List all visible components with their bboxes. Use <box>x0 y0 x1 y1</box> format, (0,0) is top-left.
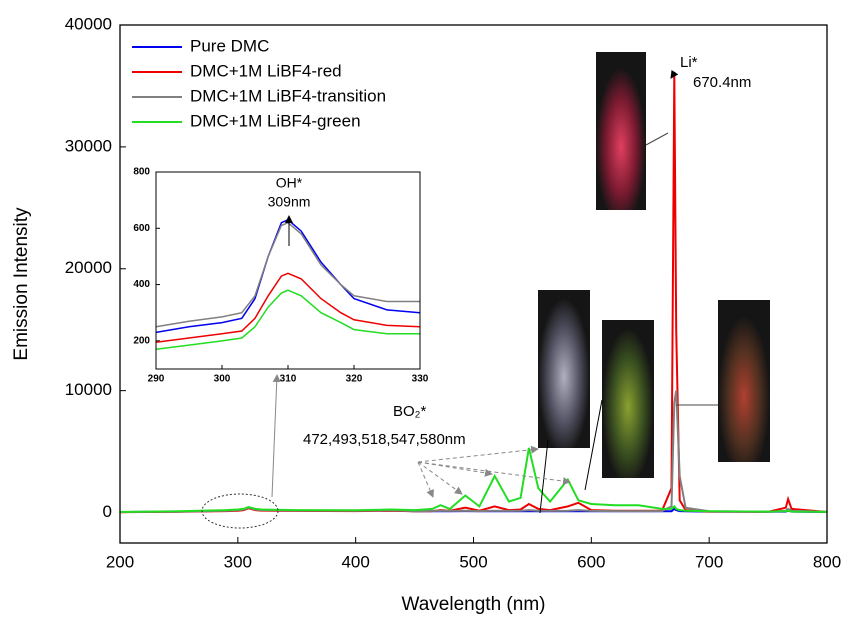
flame-photo <box>596 52 646 210</box>
y-tick-label: 800 <box>133 167 150 178</box>
y-tick-label: 20000 <box>65 258 112 277</box>
x-tick-label: 290 <box>148 374 165 385</box>
y-tick-label: 0 <box>103 502 112 521</box>
plot-frame <box>119 24 828 544</box>
plot-frame <box>155 171 421 370</box>
y-tick-label: 600 <box>133 223 150 234</box>
series-lines <box>156 218 420 351</box>
connector <box>584 399 603 491</box>
annotation: BO₂* <box>393 403 426 420</box>
flame-photo <box>718 300 770 462</box>
annotation: Li* <box>680 54 698 71</box>
annotation: 670.4nm <box>693 74 751 91</box>
series-line <box>156 218 420 334</box>
series-line <box>156 221 420 328</box>
y-tick-label: 10000 <box>65 380 112 399</box>
connector <box>539 439 549 514</box>
series-lines <box>120 73 827 514</box>
y-tick-label: 400 <box>133 279 150 290</box>
y-tick-label: 200 <box>133 335 150 346</box>
x-tick-label: 300 <box>224 552 252 571</box>
annotation: 309nm <box>268 194 311 210</box>
y-tick-label: 40000 <box>65 14 112 33</box>
x-tick-label: 700 <box>695 552 723 571</box>
inset-plot: 290 300 310 320 330 200 400 600 800 OH* 309nm <box>133 167 428 385</box>
legend-label: DMC+1M LiBF4-transition <box>190 86 386 105</box>
x-tick-label: 400 <box>341 552 369 571</box>
x-tick-label: 200 <box>106 552 134 571</box>
annotation: OH* <box>276 175 303 191</box>
series-line <box>156 272 420 344</box>
x-tick-label: 600 <box>577 552 605 571</box>
x-axis-label: Wavelength (nm) <box>402 594 546 615</box>
connector <box>645 132 669 146</box>
zoom-region <box>201 493 279 529</box>
x-tick-label: 800 <box>813 552 841 571</box>
arrow <box>271 374 281 498</box>
x-tick-label: 500 <box>459 552 487 571</box>
y-tick-label: 30000 <box>65 136 112 155</box>
series-line <box>120 447 827 513</box>
x-tick-label: 310 <box>280 374 297 385</box>
arrow <box>670 69 679 79</box>
legend-label: DMC+1M LiBF4-red <box>190 61 342 80</box>
flame-photo <box>538 290 590 448</box>
annotation: 472,493,518,547,580nm <box>303 431 466 448</box>
x-tick-label: 330 <box>412 374 429 385</box>
x-tick-label: 300 <box>214 374 231 385</box>
main-plot: 200 300 400 500 600 700 800 0 10000 20000 30000 400… <box>11 14 841 615</box>
x-tick-label: 320 <box>346 374 363 385</box>
series-line <box>156 289 420 351</box>
legend-label: DMC+1M LiBF4-green <box>190 111 361 130</box>
flame-photo <box>602 320 654 478</box>
bo2-arrows <box>417 445 571 498</box>
y-axis-label: Emission Intensity <box>11 207 32 361</box>
legend-label: Pure DMC <box>190 36 269 55</box>
